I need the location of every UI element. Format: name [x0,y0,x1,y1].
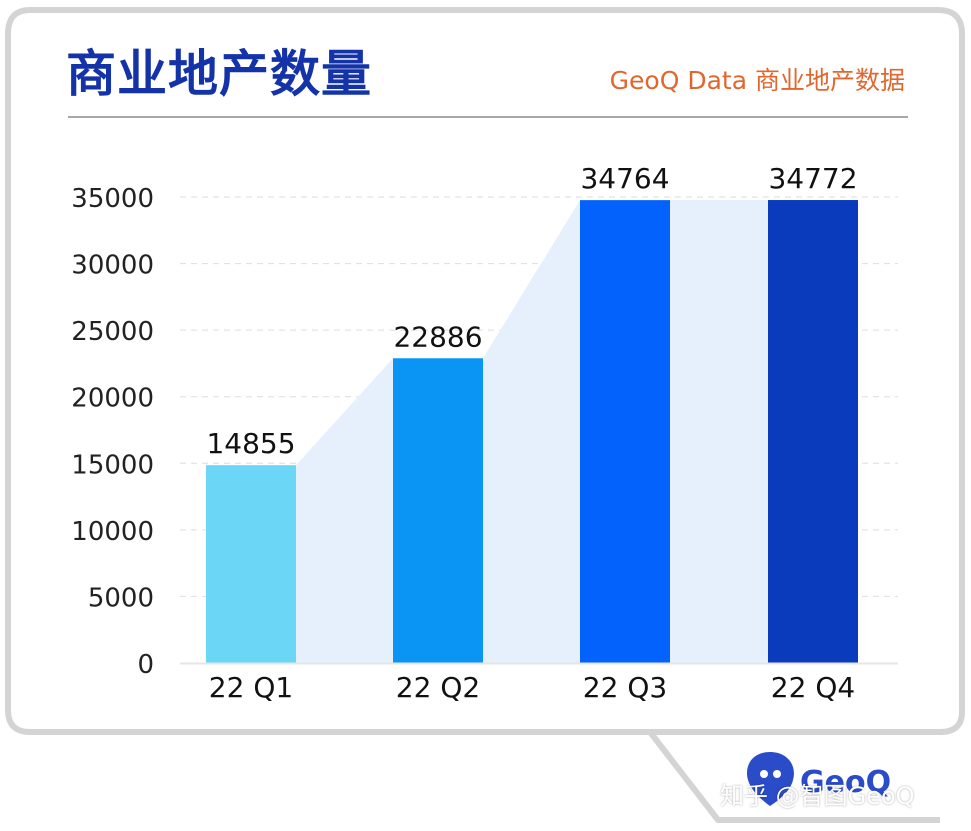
y-tick-label: 30000 [71,251,154,281]
bar-layer [206,200,858,664]
bar-value-label: 22886 [393,320,482,353]
bar-3 [580,200,670,664]
y-tick-label: 10000 [71,517,154,547]
y-tick-label: 25000 [71,317,154,347]
x-tick-label: 22 Q4 [771,671,855,704]
footer-credit: 知乎 @智图GeoQ [720,782,915,810]
bar-2 [393,358,483,663]
trend-area [206,200,858,664]
axis-layer: 0 5000 10000 15000 20000 25000 30000 35000 22 Q1… [71,184,898,704]
header-divider [68,116,908,118]
x-tick-label: 22 Q1 [209,671,293,704]
area-layer [206,200,858,664]
bar-value-label: 34772 [768,162,857,195]
y-tick-label: 20000 [71,384,154,414]
data-source-label: GeoQ Data 商业地产数据 [609,66,905,95]
label-layer: 14855 22886 34764 34772 [206,162,857,460]
y-tick-label: 15000 [71,450,154,480]
y-tick-label: 35000 [71,184,154,214]
frame-outline-left [5,7,650,735]
y-tick-label: 0 [137,650,154,680]
bar-value-label: 14855 [206,427,295,460]
y-tick-label: 5000 [88,583,154,613]
bar-value-label: 34764 [580,162,669,195]
x-tick-label: 22 Q2 [396,671,480,704]
x-tick-label: 22 Q3 [583,671,667,704]
bar-4 [768,200,858,664]
bar-1 [206,465,296,663]
geoq-logo-icon [746,752,794,806]
chart-title: 商业地产数量 [66,45,372,103]
footer-logo-text: GeoQ [800,765,891,800]
